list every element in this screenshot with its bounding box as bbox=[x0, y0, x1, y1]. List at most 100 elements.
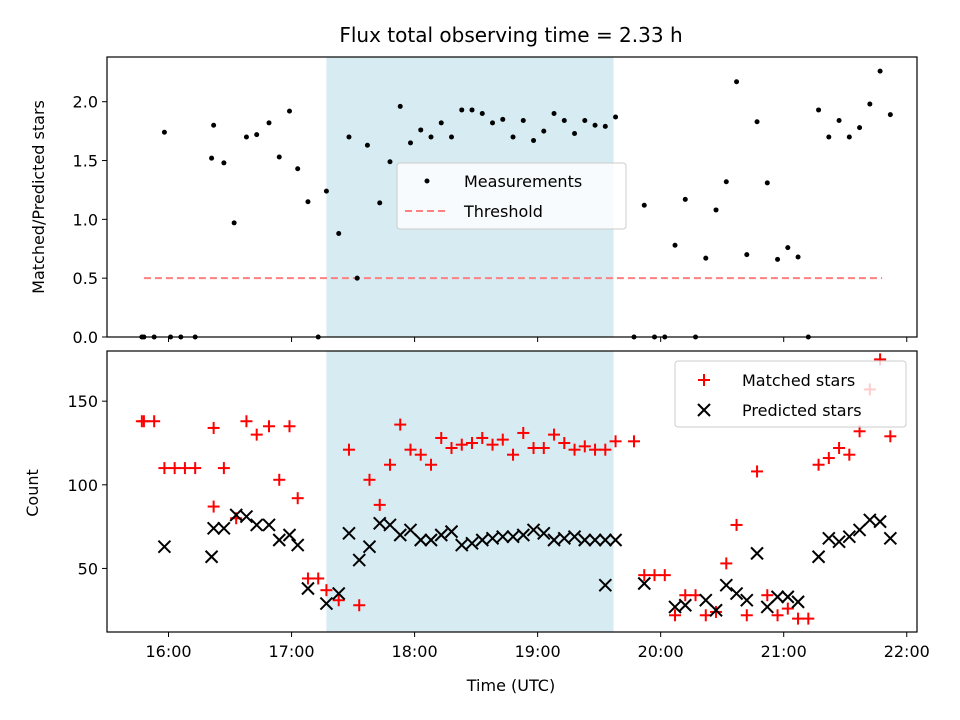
predicted-stars-point bbox=[262, 518, 276, 532]
predicted-stars-point bbox=[842, 529, 857, 544]
x-stroke-b bbox=[475, 533, 489, 547]
matched-stars-point bbox=[137, 415, 150, 428]
measurements-point bbox=[785, 245, 791, 251]
matched-stars-point bbox=[507, 448, 520, 461]
panel-count-frame bbox=[106, 350, 918, 633]
predicted-stars-point bbox=[608, 533, 623, 547]
predicted-stars-point bbox=[578, 533, 592, 547]
legend-predicted-marker bbox=[697, 403, 711, 417]
x-stroke-b bbox=[485, 531, 500, 546]
matched-stars-point bbox=[425, 458, 437, 471]
panel-count-span bbox=[326, 351, 614, 632]
y-tick-label: 0.5 bbox=[73, 269, 98, 288]
predicted-stars-point bbox=[217, 521, 231, 536]
matched-stars-point bbox=[207, 421, 220, 434]
x-stroke-b bbox=[668, 600, 682, 614]
predicted-stars-point bbox=[811, 550, 826, 564]
x-stroke-b bbox=[157, 539, 172, 554]
matched-stars-point bbox=[291, 492, 304, 505]
predicted-stars-point bbox=[567, 529, 582, 544]
measurements-point bbox=[407, 140, 413, 146]
x-stroke-b bbox=[598, 533, 613, 547]
matched-stars-point bbox=[383, 458, 396, 471]
panel-ratio-ylabel: Matched/Predicted stars bbox=[29, 100, 48, 294]
matched-stars-point bbox=[148, 415, 161, 428]
measurements-point bbox=[231, 220, 237, 226]
measurements-point bbox=[531, 138, 537, 144]
predicted-stars-point bbox=[157, 539, 172, 554]
measurements-point bbox=[209, 155, 215, 161]
measurements-point bbox=[438, 120, 444, 126]
predicted-stars-point bbox=[791, 595, 805, 609]
x-stroke-b bbox=[455, 538, 469, 552]
legend-matched-marker bbox=[698, 374, 710, 386]
panel-ratio-yticks: 0.0 0.5 1.0 1.5 2.0 bbox=[73, 93, 107, 347]
measurements-point bbox=[703, 255, 709, 261]
x-stroke-b bbox=[760, 600, 775, 614]
matched-stars-point bbox=[833, 442, 846, 455]
measurements-point bbox=[161, 129, 167, 135]
panel-count-xticks: 16:00 17:00 18:00 19:00 20:00 21:00 22:00 bbox=[145, 632, 930, 661]
matched-stars-point bbox=[812, 458, 825, 471]
predicted-stars-point bbox=[588, 533, 602, 547]
matched-stars-point bbox=[445, 442, 458, 455]
measurements-point bbox=[266, 120, 272, 126]
predicted-stars-point bbox=[393, 528, 407, 542]
measurements-point bbox=[754, 119, 760, 125]
predicted-stars-point bbox=[204, 550, 219, 564]
matched-stars-point bbox=[178, 462, 191, 475]
x-stroke-b bbox=[272, 533, 286, 547]
measurements-point bbox=[305, 199, 311, 205]
x-stroke-b bbox=[249, 518, 264, 532]
x-stroke-b bbox=[873, 514, 887, 529]
x-stroke-b bbox=[332, 586, 346, 601]
predicted-stars-point bbox=[362, 539, 377, 554]
x-stroke-b bbox=[383, 518, 397, 532]
predicted-stars-point bbox=[526, 523, 541, 537]
measurements-point bbox=[211, 122, 217, 128]
measurements-point bbox=[387, 159, 393, 165]
y-tick-label: 2.0 bbox=[73, 93, 98, 112]
measurements-point bbox=[479, 110, 485, 116]
x-stroke-b bbox=[781, 590, 795, 604]
predicted-stars-point bbox=[740, 593, 754, 607]
legend-measurements-label: Measurements bbox=[464, 172, 582, 191]
measurements-point bbox=[641, 202, 647, 208]
measurement-points bbox=[139, 68, 893, 340]
matched-stars-point bbox=[404, 443, 417, 456]
measurements-point bbox=[887, 112, 893, 118]
matched-stars-point bbox=[599, 443, 612, 456]
measurements-point bbox=[602, 123, 608, 129]
x-stroke-b bbox=[678, 598, 692, 612]
measurements-point bbox=[459, 107, 465, 113]
matched-stars-point bbox=[669, 609, 682, 622]
measurements-point bbox=[520, 118, 526, 124]
measurements-point bbox=[682, 196, 688, 202]
matched-stars-point bbox=[761, 589, 774, 602]
x-stroke-b bbox=[282, 528, 297, 542]
legend-predicted-label: Predicted stars bbox=[742, 401, 862, 420]
measurements-point bbox=[857, 125, 863, 131]
predicted-stars-point bbox=[637, 576, 651, 591]
x-stroke-b bbox=[217, 521, 231, 536]
matched-stars-point bbox=[781, 602, 794, 615]
x-tick-label: 20:00 bbox=[638, 642, 684, 661]
x-stroke-b bbox=[393, 528, 407, 542]
predicted-stars-point bbox=[598, 533, 613, 547]
matched-stars-point bbox=[884, 430, 897, 443]
matched-stars-point bbox=[496, 433, 509, 446]
measurements-point bbox=[795, 254, 801, 260]
legend-measurements-marker bbox=[424, 178, 430, 184]
matched-stars-point bbox=[283, 420, 296, 433]
predicted-stars-point bbox=[444, 524, 459, 539]
predicted-stars-point bbox=[537, 526, 551, 541]
predicted-stars-point bbox=[770, 590, 785, 604]
predicted-stars-point bbox=[832, 534, 846, 549]
predicted-stars-point bbox=[352, 553, 366, 567]
measurements-point bbox=[836, 118, 842, 124]
measurements-point bbox=[613, 114, 619, 120]
matched-stars-point bbox=[207, 500, 220, 513]
x-stroke-b bbox=[537, 526, 551, 541]
panel-ratio: 0.00.51.01.52.0 Matched/Predicted stars … bbox=[29, 56, 918, 347]
